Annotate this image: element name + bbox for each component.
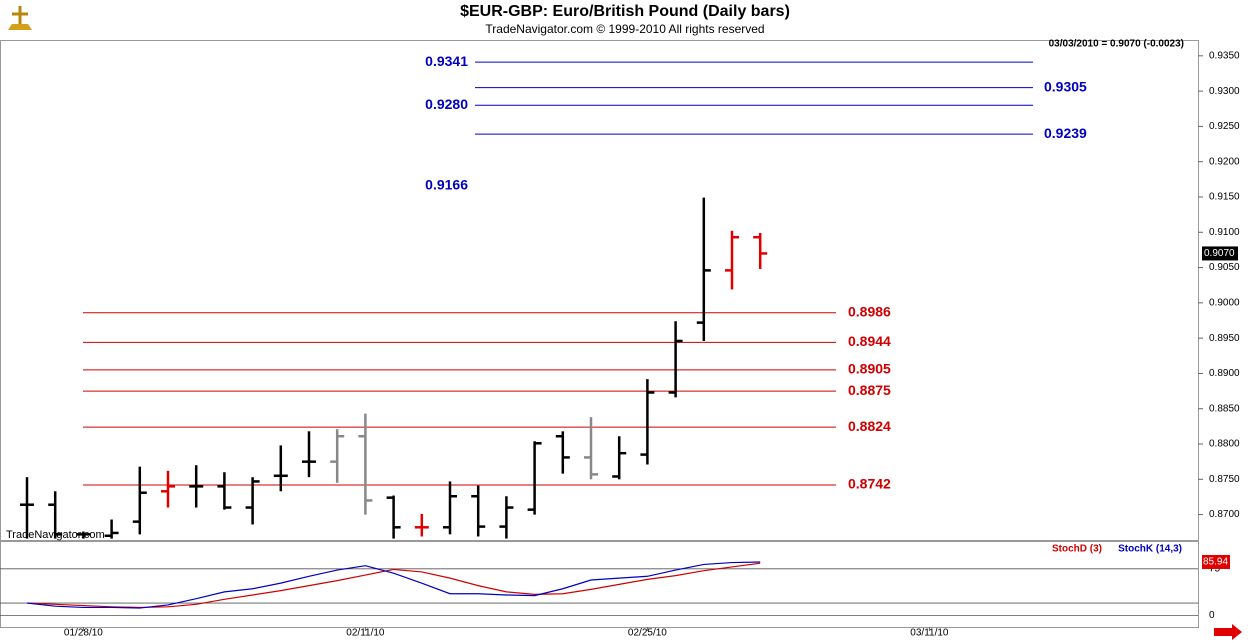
y-tick-label: 0.8700: [1209, 509, 1240, 520]
y-tick-label: 0.9200: [1209, 156, 1240, 167]
level-label: 0.8944: [848, 333, 891, 349]
level-label: 0.8742: [848, 476, 891, 492]
chart-title: $EUR-GBP: Euro/British Pound (Daily bars…: [460, 3, 790, 20]
logo: [8, 6, 32, 30]
y-tick-label: 0.8900: [1209, 368, 1240, 379]
x-tick-label: 03/11/10: [910, 628, 949, 639]
last-price-box: [1202, 246, 1238, 261]
stoch-line: [26, 561, 761, 609]
level-label: 0.9305: [1044, 78, 1087, 94]
legend-entry: StochD (3): [1052, 544, 1102, 555]
info: 03/03/2010 = 0.9070 (-0.0023): [1049, 39, 1184, 50]
y-tick-label: 0.8750: [1209, 474, 1240, 485]
y-tick-label: 0.9250: [1209, 121, 1240, 132]
y-tick-label: 0.9050: [1209, 262, 1240, 273]
y-tick-label: 0.9300: [1209, 86, 1240, 97]
x-tick-label: 02/25/10: [628, 628, 667, 639]
y-tick-label: 0: [1209, 610, 1215, 621]
y-tick-label: 0.8800: [1209, 439, 1240, 450]
last-value-label: 85.94: [1203, 557, 1228, 568]
level-label: 0.8986: [848, 303, 891, 319]
x-tick-label: 02/11/10: [346, 628, 385, 639]
last-price-label: 0.9070: [1204, 248, 1235, 259]
level-label: 0.9166: [425, 176, 468, 192]
legend-entry: StochK (14,3): [1118, 544, 1182, 555]
level-label: 0.8824: [848, 418, 891, 434]
level-label: 0.8905: [848, 361, 891, 377]
stoch-frame: [0, 541, 1199, 628]
level-label: 0.9341: [425, 53, 468, 69]
price-frame: [0, 40, 1199, 541]
y-tick-label: 0.8850: [1209, 403, 1240, 414]
y-tick-label: 0.9000: [1209, 297, 1240, 308]
y-tick-label: 0.9150: [1209, 192, 1240, 203]
last-value-box: [1202, 554, 1230, 569]
y-tick-label: 0.9350: [1209, 50, 1240, 61]
y-tick-label: 0.9100: [1209, 227, 1240, 238]
level-label: 0.9239: [1044, 125, 1087, 141]
level-label: 0.8875: [848, 382, 891, 398]
y-tick-label: 0.8950: [1209, 333, 1240, 344]
chart-subtitle: TradeNavigator.com © 1999-2010 All right…: [485, 22, 764, 36]
x-tick-label: 01/28/10: [64, 628, 103, 639]
level-label: 0.9280: [425, 96, 468, 112]
scroll-arrow[interactable]: [1214, 624, 1242, 640]
